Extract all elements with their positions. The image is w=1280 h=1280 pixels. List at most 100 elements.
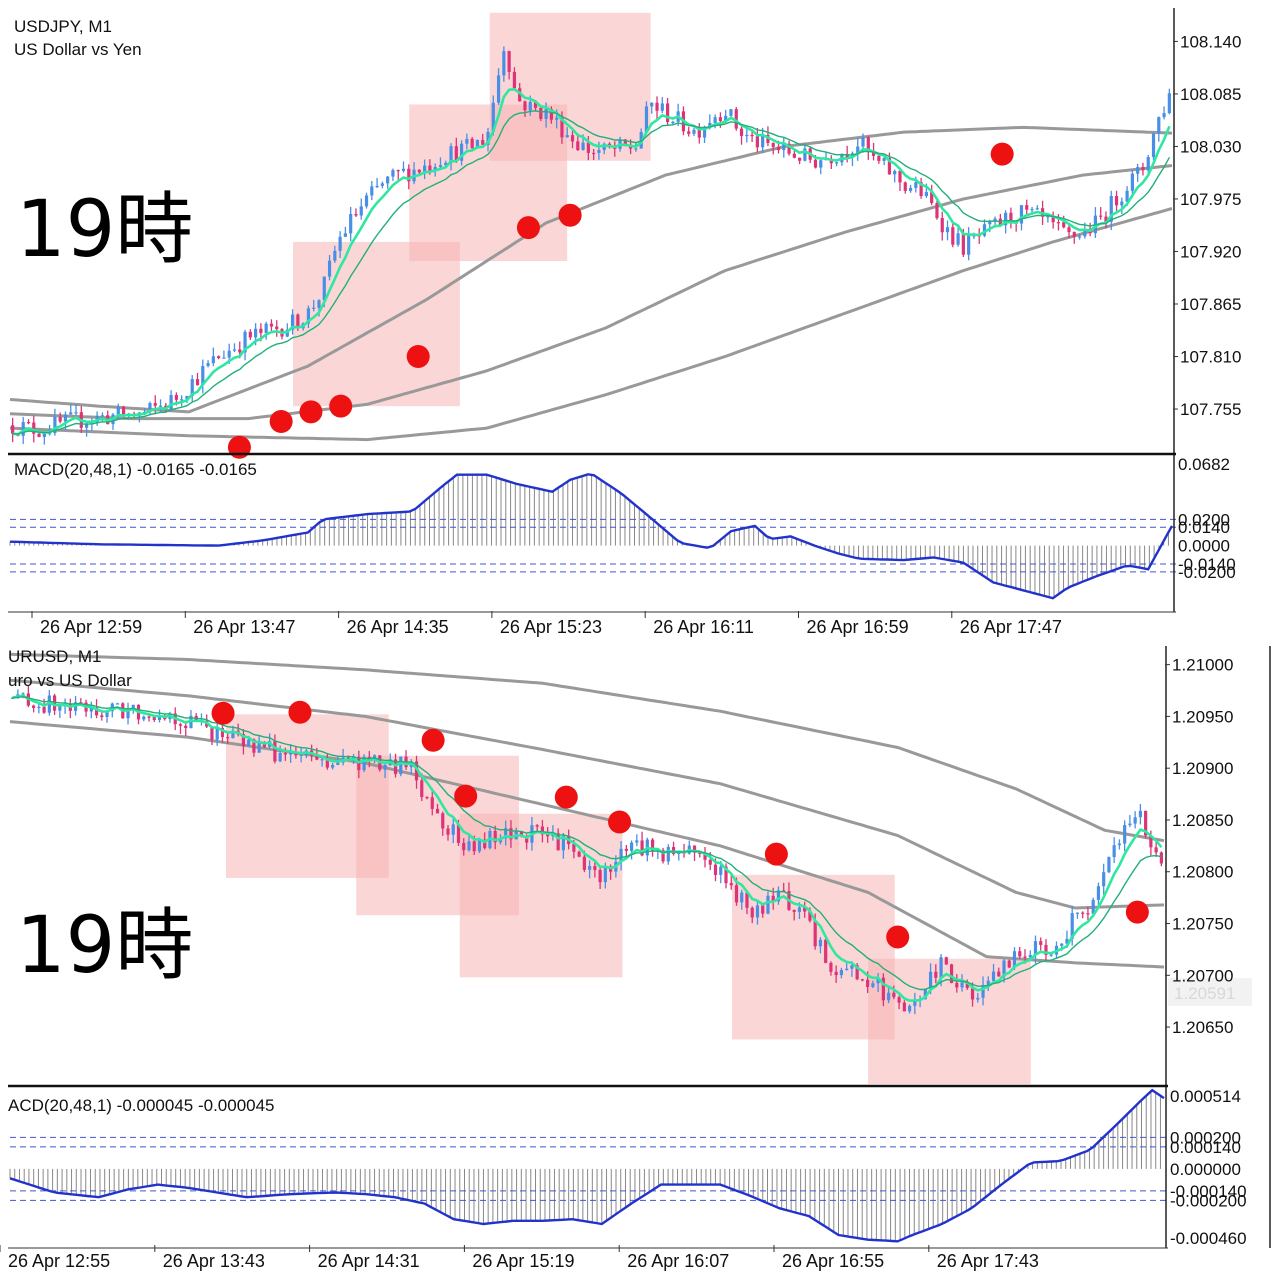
c1-macd-label: ACD(20,48,1) -0.000045 -0.000045 bbox=[8, 1096, 275, 1115]
c1-candle-body bbox=[1128, 823, 1132, 826]
c0-price-ticks: 108.140 108.085 108.030 107.975 107.920 107.8… bbox=[1173, 32, 1241, 419]
c0-candle-body bbox=[570, 135, 575, 142]
c1-candle-body bbox=[818, 939, 823, 947]
c1-macd-panel bbox=[9, 1088, 1168, 1243]
c0-candle-body bbox=[993, 218, 997, 222]
c0-candle-body bbox=[887, 158, 892, 175]
c1-candle-body bbox=[824, 939, 828, 963]
c0-signal-dot bbox=[516, 216, 540, 240]
c1-time-label: 26 Apr 16:55 bbox=[782, 1251, 884, 1271]
c1-candle-body bbox=[745, 892, 749, 908]
c1-moving-average-line bbox=[9, 652, 1165, 843]
c0-candle-body bbox=[861, 137, 865, 147]
c1-candle-body bbox=[94, 707, 99, 716]
c1-candle-body bbox=[346, 757, 350, 759]
c0-candle-body bbox=[438, 165, 443, 168]
c1-moving-average-line bbox=[9, 678, 1165, 910]
c1-candle-body bbox=[708, 859, 712, 865]
c1-candle-body bbox=[477, 839, 482, 852]
c0-candle-body bbox=[32, 422, 36, 434]
c0-candle-body bbox=[908, 187, 913, 191]
c0-candle-body bbox=[940, 218, 944, 233]
c1-price-tick-label: 1.20800 bbox=[1172, 863, 1233, 882]
c0-candle-body bbox=[428, 165, 432, 171]
c1-candle-body bbox=[100, 715, 104, 717]
c0-candle-body bbox=[1009, 212, 1013, 223]
c1-candle-body bbox=[147, 716, 151, 718]
c0-candle-body bbox=[465, 138, 469, 144]
c1-candle-body bbox=[991, 971, 996, 981]
c1-candle-body bbox=[399, 756, 403, 775]
c0-candle-body bbox=[671, 121, 675, 124]
c1-candle-body bbox=[593, 866, 597, 870]
c1-candle-body bbox=[430, 797, 434, 809]
c0-candle-body bbox=[407, 168, 411, 182]
c0-candle-body bbox=[37, 433, 41, 437]
c1-current-price: 1.20591 bbox=[1174, 984, 1235, 1003]
c0-candle-body bbox=[42, 433, 46, 437]
c1-candle-body bbox=[278, 753, 282, 762]
c1-candle-body bbox=[330, 764, 335, 768]
c1-candle-body bbox=[740, 892, 744, 903]
c1-candle-body bbox=[588, 866, 592, 870]
c0-candle-body bbox=[961, 233, 965, 255]
c1-macd-tick-label: 0.000514 bbox=[1170, 1087, 1241, 1106]
c0-moving-average-line bbox=[9, 164, 1173, 421]
c0-candle-body bbox=[322, 276, 326, 301]
c1-candle-body bbox=[666, 847, 670, 862]
c1-candle-body bbox=[734, 885, 739, 903]
c0-macd-tick-label: 0.0682 bbox=[1178, 455, 1230, 474]
c1-candle-body bbox=[257, 742, 261, 753]
c0-candle-body bbox=[623, 139, 627, 145]
c1-candle-body bbox=[1086, 913, 1090, 915]
c0-candle-body bbox=[856, 146, 860, 154]
c1-candle-body bbox=[1012, 951, 1017, 968]
c0-fast-averages bbox=[12, 87, 1171, 436]
c1-macd-tick-label: -0.000140 bbox=[1170, 1182, 1247, 1201]
c0-candle-body bbox=[222, 357, 226, 359]
c1-candle-body bbox=[871, 983, 875, 987]
c1-candle-body bbox=[115, 703, 120, 705]
c1-signal-dot bbox=[1125, 900, 1149, 924]
c1-price-tick-label: 1.21000 bbox=[1172, 656, 1233, 675]
c0-time-label: 26 Apr 14:35 bbox=[347, 617, 449, 637]
c0-candle-body bbox=[755, 136, 759, 148]
c0-candle-body bbox=[206, 363, 210, 367]
c1-candle-body bbox=[1123, 825, 1127, 844]
c1-candle-body bbox=[556, 833, 560, 851]
c0-candle-body bbox=[1114, 195, 1119, 206]
c1-candle-body bbox=[955, 982, 959, 988]
c1-candle-body bbox=[928, 971, 933, 989]
c0-candle-body bbox=[53, 417, 57, 434]
c0-candle-body bbox=[708, 122, 712, 128]
c0-candle-body bbox=[734, 109, 738, 129]
c0-candle-body bbox=[1025, 205, 1029, 210]
c1-candle-body bbox=[1091, 899, 1095, 914]
c1-candle-body bbox=[467, 841, 471, 851]
c0-candle-body bbox=[148, 403, 152, 412]
c0-candle-body bbox=[449, 146, 453, 163]
c0-macd-tick-label: 0.0140 bbox=[1178, 518, 1230, 537]
c0-time-label: 26 Apr 17:47 bbox=[960, 617, 1062, 637]
c0-candle-body bbox=[232, 349, 237, 351]
c0-fast-average-line bbox=[12, 87, 1171, 436]
c0-candle-body bbox=[771, 142, 775, 147]
c0-candle-body bbox=[306, 308, 311, 324]
c1-price-tick-label: 1.20900 bbox=[1172, 759, 1233, 778]
c1-price-tick-label: 1.20950 bbox=[1172, 707, 1233, 726]
c0-candle-body bbox=[560, 117, 564, 138]
c0-moving-average-line bbox=[9, 125, 1173, 414]
c1-candle-body bbox=[997, 971, 1001, 977]
c0-candle-body bbox=[396, 170, 400, 172]
c1-time-label: 26 Apr 13:43 bbox=[163, 1251, 265, 1271]
c0-candle-body bbox=[1125, 190, 1129, 202]
c0-time-label: 26 Apr 13:47 bbox=[193, 617, 295, 637]
c0-candle-body bbox=[792, 153, 796, 158]
c1-candle-body bbox=[771, 895, 775, 902]
c0-candle-body bbox=[417, 169, 421, 173]
c1-candle-body bbox=[1049, 954, 1053, 956]
c1-candle-body bbox=[79, 702, 83, 704]
c1-price-tick-label: 1.20650 bbox=[1172, 1018, 1233, 1037]
c1-time-ticks: 26 Apr 12:55 26 Apr 13:43 26 Apr 14:31 26 A… bbox=[0, 1245, 1039, 1271]
c0-candle-body bbox=[581, 142, 585, 151]
